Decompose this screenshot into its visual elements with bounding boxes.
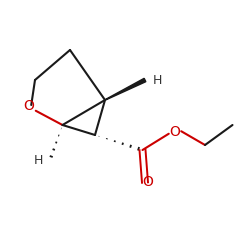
Text: O: O xyxy=(23,99,34,113)
Text: O: O xyxy=(142,176,153,190)
Text: H: H xyxy=(34,154,43,166)
Text: O: O xyxy=(170,126,180,140)
Polygon shape xyxy=(105,78,146,100)
Text: H: H xyxy=(152,74,162,86)
